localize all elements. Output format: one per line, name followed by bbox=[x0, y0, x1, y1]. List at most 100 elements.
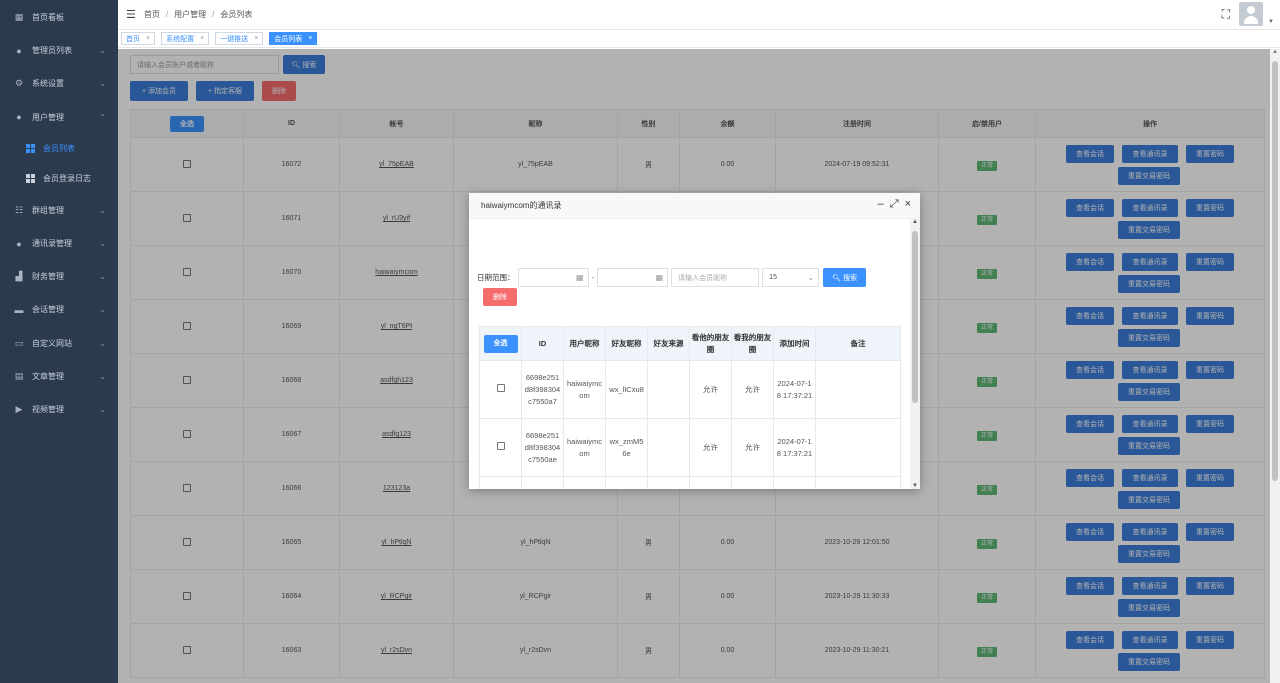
reset-password-button[interactable]: 重置密码 bbox=[1186, 252, 1234, 271]
breadcrumb-users[interactable]: 用户管理 bbox=[174, 10, 207, 19]
row-checkbox[interactable] bbox=[183, 321, 191, 330]
view-chat-button[interactable]: 查看会话 bbox=[1066, 306, 1114, 325]
view-chat-button[interactable]: 查看会话 bbox=[1066, 252, 1114, 271]
row-checkbox[interactable] bbox=[183, 537, 191, 546]
row-checkbox[interactable] bbox=[496, 383, 505, 392]
breadcrumb-home[interactable]: 首页 bbox=[143, 10, 160, 19]
view-chat-button[interactable]: 查看会话 bbox=[1066, 522, 1114, 541]
row-checkbox[interactable] bbox=[183, 591, 191, 600]
sidebar-item-articles[interactable]: ▤ 文章管理 ⌄ bbox=[0, 360, 118, 393]
page-scrollbar[interactable]: ▲ bbox=[1270, 49, 1280, 683]
cell-account[interactable]: asdfgh123 bbox=[339, 353, 454, 408]
reset-password-button[interactable]: 重置密码 bbox=[1186, 522, 1234, 541]
row-checkbox[interactable] bbox=[496, 441, 505, 450]
view-chat-button[interactable]: 查看会话 bbox=[1066, 198, 1114, 217]
sidebar-item-admins[interactable]: ● 管理员列表 ⌄ bbox=[0, 34, 118, 67]
close-icon[interactable]: × bbox=[200, 35, 205, 42]
sidebar-subitem-member-list[interactable]: 会员列表 bbox=[0, 134, 118, 164]
avatar[interactable] bbox=[1239, 2, 1263, 26]
end-date-input[interactable]: ▦ bbox=[597, 268, 669, 287]
close-icon[interactable]: × bbox=[254, 35, 259, 42]
reset-trade-password-button[interactable]: 重置交易密码 bbox=[1118, 274, 1180, 293]
tab-system-config[interactable]: 系统配置 × bbox=[161, 32, 210, 45]
tab-push[interactable]: 一键推送 × bbox=[215, 32, 264, 45]
reset-trade-password-button[interactable]: 重置交易密码 bbox=[1118, 382, 1180, 401]
scroll-up-icon[interactable]: ▲ bbox=[1272, 49, 1278, 55]
row-checkbox[interactable] bbox=[183, 267, 191, 276]
menu-icon[interactable]: ☰ bbox=[126, 9, 136, 21]
close-icon[interactable]: × bbox=[904, 198, 911, 210]
reset-password-button[interactable]: 重置密码 bbox=[1186, 576, 1234, 595]
reset-password-button[interactable]: 重置密码 bbox=[1186, 414, 1234, 433]
search-input[interactable]: 请输入会员账户或者昵称 bbox=[130, 55, 279, 74]
sidebar-item-custom-site[interactable]: ▭ 自定义网站 ⌄ bbox=[0, 327, 118, 360]
modal-scrollbar[interactable]: ▲ ▼ bbox=[910, 219, 920, 489]
view-chat-button[interactable]: 查看会话 bbox=[1066, 360, 1114, 379]
view-chat-button[interactable]: 查看会话 bbox=[1066, 468, 1114, 487]
close-icon[interactable]: × bbox=[146, 35, 151, 42]
start-date-input[interactable]: ▦ bbox=[517, 268, 589, 287]
reset-password-button[interactable]: 重置密码 bbox=[1186, 198, 1234, 217]
reset-password-button[interactable]: 重置密码 bbox=[1186, 630, 1234, 649]
cell-account[interactable]: 123123a bbox=[339, 461, 454, 516]
row-checkbox[interactable] bbox=[183, 429, 191, 438]
search-button[interactable]: 🔍︎ 搜索 bbox=[283, 55, 325, 74]
sidebar-item-finance[interactable]: ▟ 财务管理 ⌄ bbox=[0, 260, 118, 293]
view-contacts-button[interactable]: 查看通讯录 bbox=[1122, 576, 1178, 595]
reset-password-button[interactable]: 重置密码 bbox=[1186, 468, 1234, 487]
row-checkbox[interactable] bbox=[183, 645, 191, 654]
reset-trade-password-button[interactable]: 重置交易密码 bbox=[1118, 436, 1180, 455]
nickname-input[interactable]: 请输入会员昵称 bbox=[671, 268, 760, 287]
cell-account[interactable]: yl_rU3yif bbox=[339, 191, 454, 246]
scrollbar-thumb[interactable] bbox=[1272, 61, 1278, 481]
reset-trade-password-button[interactable]: 重置交易密码 bbox=[1118, 490, 1180, 509]
sidebar-item-users[interactable]: ● 用户管理 ⌃ bbox=[0, 101, 118, 134]
cell-account[interactable]: yl_ngT6Pt bbox=[339, 299, 454, 354]
modal-search-button[interactable]: 🔍︎ 搜索 bbox=[823, 268, 867, 287]
sidebar-item-contacts[interactable]: ● 通讯录管理 ⌄ bbox=[0, 227, 118, 260]
modal-select-all-button[interactable]: 全选 bbox=[483, 334, 518, 353]
view-contacts-button[interactable]: 查看通讯录 bbox=[1122, 414, 1178, 433]
view-contacts-button[interactable]: 查看通讯录 bbox=[1122, 252, 1178, 271]
page-size-select[interactable]: 15 ⌄ bbox=[762, 268, 820, 287]
select-all-button[interactable]: 全选 bbox=[170, 115, 204, 132]
add-member-button[interactable]: + 添加会员 bbox=[130, 81, 188, 101]
view-contacts-button[interactable]: 查看通讯录 bbox=[1122, 522, 1178, 541]
reset-trade-password-button[interactable]: 重置交易密码 bbox=[1118, 328, 1180, 347]
cell-account[interactable]: yl_r2sDvn bbox=[339, 623, 454, 678]
tab-home[interactable]: 首页 × bbox=[121, 32, 156, 45]
scroll-down-icon[interactable]: ▼ bbox=[912, 483, 918, 489]
reset-password-button[interactable]: 重置密码 bbox=[1186, 144, 1234, 163]
row-checkbox[interactable] bbox=[183, 483, 191, 492]
reset-trade-password-button[interactable]: 重置交易密码 bbox=[1118, 544, 1180, 563]
delete-button[interactable]: 删除 bbox=[262, 81, 296, 101]
reset-trade-password-button[interactable]: 重置交易密码 bbox=[1118, 598, 1180, 617]
reset-trade-password-button[interactable]: 重置交易密码 bbox=[1118, 652, 1180, 671]
maximize-icon[interactable]: ⤢ bbox=[889, 198, 899, 210]
view-chat-button[interactable]: 查看会话 bbox=[1066, 630, 1114, 649]
sidebar-item-dashboard[interactable]: ▦ 首页看板 bbox=[0, 1, 118, 34]
reset-trade-password-button[interactable]: 重置交易密码 bbox=[1118, 166, 1180, 185]
scrollbar-thumb[interactable] bbox=[912, 231, 918, 403]
cell-account[interactable]: yl_75pEAB bbox=[339, 137, 454, 192]
sidebar-item-videos[interactable]: ▶ 视频管理 ⌄ bbox=[0, 393, 118, 426]
tab-member-list[interactable]: 会员列表 × bbox=[269, 32, 318, 45]
assign-service-button[interactable]: + 指定客服 bbox=[196, 81, 254, 101]
scroll-up-icon[interactable]: ▲ bbox=[912, 219, 918, 225]
modal-delete-button[interactable]: 删除 bbox=[483, 288, 517, 306]
caret-down-icon[interactable]: ▼ bbox=[1268, 19, 1274, 25]
view-contacts-button[interactable]: 查看通讯录 bbox=[1122, 198, 1178, 217]
sidebar-item-sessions[interactable]: ▬ 会话管理 ⌄ bbox=[0, 293, 118, 326]
view-chat-button[interactable]: 查看会话 bbox=[1066, 144, 1114, 163]
view-contacts-button[interactable]: 查看通讯录 bbox=[1122, 360, 1178, 379]
reset-password-button[interactable]: 重置密码 bbox=[1186, 306, 1234, 325]
sidebar-subitem-login-log[interactable]: 会员登录日志 bbox=[0, 164, 118, 194]
reset-trade-password-button[interactable]: 重置交易密码 bbox=[1118, 220, 1180, 239]
close-icon[interactable]: × bbox=[308, 35, 313, 42]
reset-password-button[interactable]: 重置密码 bbox=[1186, 360, 1234, 379]
view-contacts-button[interactable]: 查看通讯录 bbox=[1122, 144, 1178, 163]
row-checkbox[interactable] bbox=[183, 213, 191, 222]
view-chat-button[interactable]: 查看会话 bbox=[1066, 414, 1114, 433]
minimize-icon[interactable]: – bbox=[877, 198, 884, 210]
view-contacts-button[interactable]: 查看通讯录 bbox=[1122, 630, 1178, 649]
